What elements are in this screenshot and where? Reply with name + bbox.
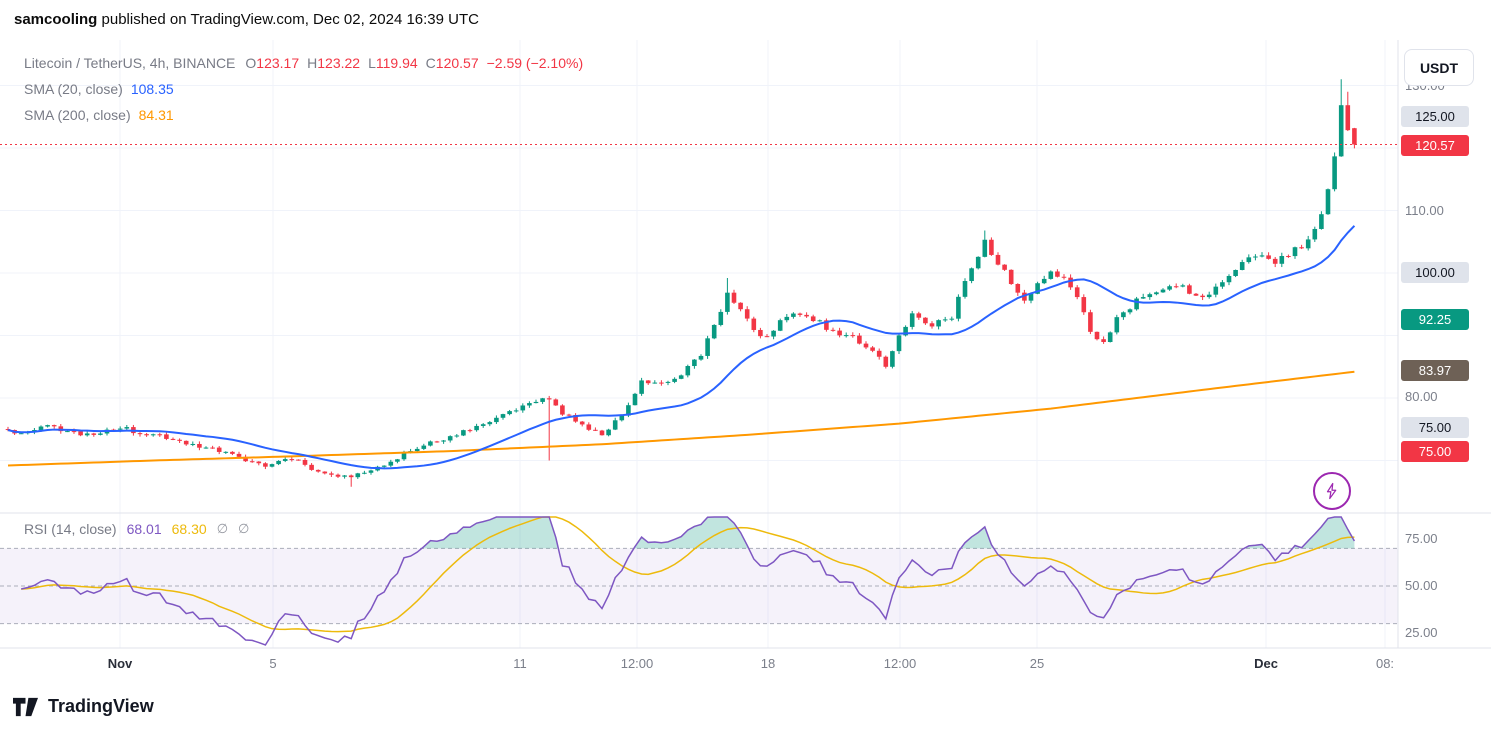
sma20-value: 108.35 [130,81,174,97]
lightning-icon [1326,482,1337,500]
rsi-legend-row[interactable]: RSI (14, close) 68.01 68.30 ∅ ∅ [24,521,259,537]
rsi-value: 68.01 [126,521,162,537]
sma200-label: SMA (200, close) [24,107,131,123]
currency-toggle-button[interactable]: USDT [1404,49,1474,86]
price-axis-badge: 83.97 [1401,360,1469,381]
sma20-label: SMA (20, close) [24,81,123,97]
price-axis-badge: 92.25 [1401,309,1469,330]
low-value: L119.94 [368,55,418,71]
high-value: H123.22 [307,55,361,71]
rsi-axis-tick: 50.00 [1405,578,1438,593]
rsi-ma-line [21,516,1355,633]
rsi-hidden-value-2: ∅ [238,521,250,536]
time-axis-label: 5 [269,656,277,671]
symbol-legend-row[interactable]: Litecoin / TetherUS, 4h, BINANCE O123.17… [24,50,583,76]
quick-trade-button[interactable] [1313,472,1351,510]
price-axis-badge: 125.00 [1401,106,1469,127]
price-axis-badge: 75.00 [1401,417,1469,438]
sma20-legend-row[interactable]: SMA (20, close) 108.35 [24,76,583,102]
price-axis-tick: 80.00 [1405,389,1438,404]
rsi-ma-value: 68.30 [171,521,207,537]
price-axis-badge: 120.57 [1401,135,1469,156]
rsi-band [0,547,1398,625]
price-axis-tick: 110.00 [1405,203,1444,218]
open-value: O123.17 [245,55,300,71]
change-value: −2.59 (−2.10%) [486,55,584,71]
sma200-line [7,370,1355,467]
sma20-line [7,225,1356,470]
price-axis-badge: 100.00 [1401,262,1469,283]
close-value: C120.57 [425,55,479,71]
legend: Litecoin / TetherUS, 4h, BINANCE O123.17… [24,50,583,128]
price-axis-badge: 75.00 [1401,441,1469,462]
time-axis-label: Nov [107,656,133,671]
tradingview-mark-icon [13,697,38,717]
time-axis-label: 11 [513,656,527,671]
rsi-hidden-value-1: ∅ [216,521,229,536]
time-axis-label: 08: [1375,656,1395,671]
author-link[interactable]: samcooling [14,11,98,28]
sma200-value: 84.31 [138,107,174,123]
brand-name: TradingView [48,696,154,716]
gridlines [0,40,1398,648]
rsi-label: RSI (14, close) [24,521,117,537]
published-header: samcooling published on TradingView.com,… [14,11,479,28]
time-axis-label: 25 [1029,656,1045,671]
time-axis-label: 12:00 [620,656,654,671]
published-text: published on TradingView.com, Dec 02, 20… [97,11,479,28]
time-axis-label: Dec [1254,656,1278,671]
tradingview-logo[interactable]: TradingView [12,694,154,719]
time-axis-label: 18 [760,656,776,671]
candlesticks [5,79,1357,487]
sma200-legend-row[interactable]: SMA (200, close) 84.31 [24,102,583,128]
symbol-title[interactable]: Litecoin / TetherUS, 4h, BINANCE [24,55,236,71]
time-axis-label: 12:00 [883,656,917,671]
rsi-axis-tick: 25.00 [1405,625,1438,640]
rsi-axis-tick: 75.00 [1405,531,1438,546]
rsi-line [21,516,1356,646]
